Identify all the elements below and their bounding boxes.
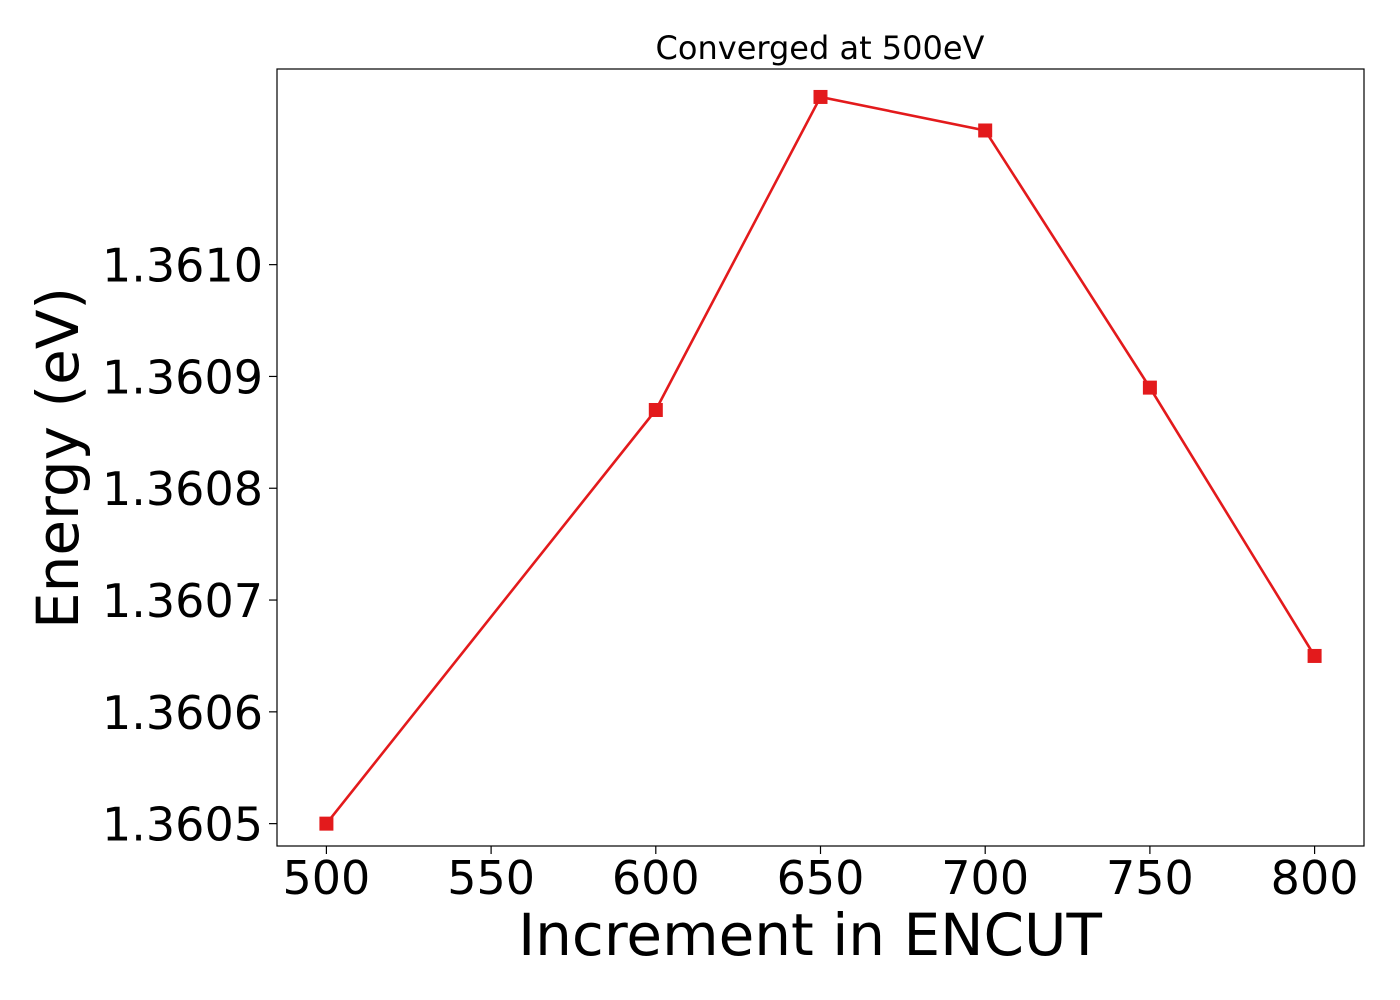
x-tick-label: 600 (612, 851, 700, 905)
series-layer (319, 89, 1322, 831)
chart-title: Converged at 500eV (656, 29, 985, 67)
x-tick-label: 750 (1106, 851, 1194, 905)
data-point-marker (319, 816, 334, 831)
y-axis: 1.3605 1.3606 1.3607 1.3608 1.3609 1.3610 (102, 239, 277, 852)
y-tick-label: 1.3608 (102, 462, 263, 516)
y-tick-label: 1.3609 (102, 350, 263, 404)
x-tick-label: 550 (447, 851, 535, 905)
data-point-marker (813, 89, 828, 104)
y-axis-label: Energy (eV) (24, 287, 92, 629)
data-point-marker (1142, 380, 1157, 395)
y-tick-label: 1.3610 (102, 239, 263, 293)
x-axis: 500 550 600 650 700 750 800 (283, 846, 1359, 905)
series-line (325, 95, 1316, 825)
data-point-marker (1307, 648, 1322, 663)
y-tick-label: 1.3606 (102, 686, 263, 740)
y-tick-label: 1.3607 (102, 574, 263, 628)
x-tick-label: 800 (1271, 851, 1359, 905)
x-axis-label: Increment in ENCUT (518, 901, 1102, 969)
y-tick-label: 1.3605 (102, 798, 263, 852)
data-point-marker (648, 402, 663, 417)
x-tick-label: 500 (283, 851, 371, 905)
x-tick-label: 700 (941, 851, 1029, 905)
x-tick-label: 650 (777, 851, 865, 905)
plot-frame (276, 68, 1365, 847)
data-point-marker (978, 123, 993, 138)
